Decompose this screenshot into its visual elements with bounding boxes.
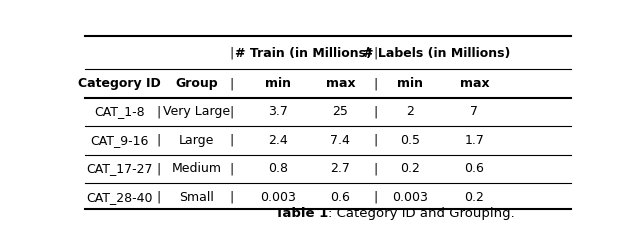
Text: Very Large: Very Large xyxy=(163,106,230,118)
Text: |: | xyxy=(156,134,161,147)
Text: CAT_28-40: CAT_28-40 xyxy=(86,191,153,204)
Text: Table 1: Table 1 xyxy=(275,207,328,220)
Text: 25: 25 xyxy=(332,106,348,118)
Text: 0.5: 0.5 xyxy=(400,134,420,147)
Text: Medium: Medium xyxy=(172,162,221,175)
Text: |: | xyxy=(229,77,234,90)
Text: 7.4: 7.4 xyxy=(330,134,350,147)
Text: 0.6: 0.6 xyxy=(465,162,484,175)
Text: |: | xyxy=(229,106,234,118)
Text: 7: 7 xyxy=(470,106,478,118)
Text: |: | xyxy=(229,134,234,147)
Text: 1.7: 1.7 xyxy=(465,134,484,147)
Text: 3.7: 3.7 xyxy=(268,106,289,118)
Text: 2: 2 xyxy=(406,106,414,118)
Text: |: | xyxy=(373,134,377,147)
Text: 0.2: 0.2 xyxy=(400,162,420,175)
Text: |: | xyxy=(373,106,377,118)
Text: # Labels (in Millions): # Labels (in Millions) xyxy=(364,47,511,60)
Text: Large: Large xyxy=(179,134,214,147)
Text: min: min xyxy=(266,77,291,90)
Text: 2.7: 2.7 xyxy=(330,162,350,175)
Text: |: | xyxy=(229,162,234,175)
Text: |: | xyxy=(229,47,234,60)
Text: Category ID: Category ID xyxy=(78,77,161,90)
Text: |: | xyxy=(373,191,377,204)
Text: : Category ID and Grouping.: : Category ID and Grouping. xyxy=(328,207,515,220)
Text: CAT_9-16: CAT_9-16 xyxy=(90,134,149,147)
Text: max: max xyxy=(326,77,355,90)
Text: 2.4: 2.4 xyxy=(269,134,288,147)
Text: CAT_17-27: CAT_17-27 xyxy=(86,162,153,175)
Text: min: min xyxy=(397,77,423,90)
Text: Small: Small xyxy=(179,191,214,204)
Text: Group: Group xyxy=(175,77,218,90)
Text: max: max xyxy=(460,77,489,90)
Text: |: | xyxy=(156,162,161,175)
Text: |: | xyxy=(156,191,161,204)
Text: CAT_1-8: CAT_1-8 xyxy=(94,106,145,118)
Text: # Train (in Millions): # Train (in Millions) xyxy=(235,47,372,60)
Text: |: | xyxy=(373,77,377,90)
Text: |: | xyxy=(373,162,377,175)
Text: |: | xyxy=(156,106,161,118)
Text: 0.6: 0.6 xyxy=(330,191,350,204)
Text: 0.8: 0.8 xyxy=(268,162,289,175)
Text: |: | xyxy=(373,47,377,60)
Text: 0.003: 0.003 xyxy=(260,191,296,204)
Text: 0.2: 0.2 xyxy=(465,191,484,204)
Text: |: | xyxy=(229,191,234,204)
Text: 0.003: 0.003 xyxy=(392,191,428,204)
